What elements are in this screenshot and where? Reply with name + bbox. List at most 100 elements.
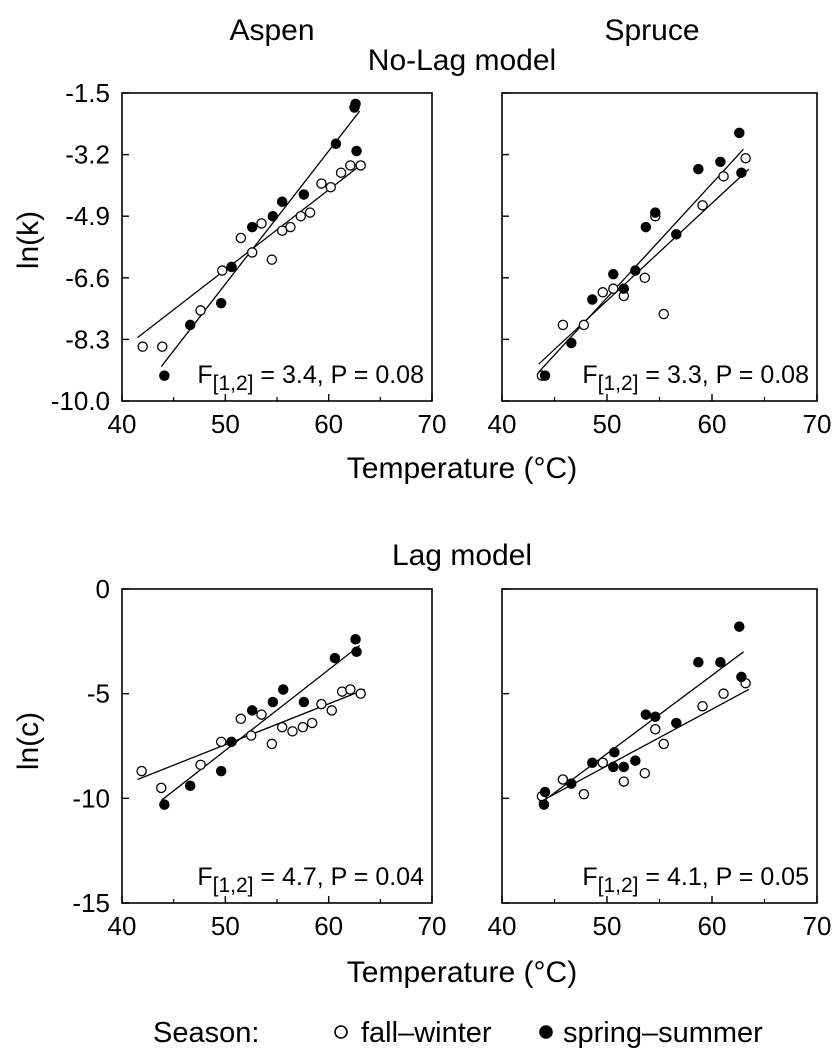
fall-winter-point xyxy=(256,709,267,720)
fall-winter-point xyxy=(557,319,569,331)
f-statistic-symbol: F xyxy=(197,361,212,389)
fall-winter-point xyxy=(297,721,309,733)
panel-spruce-nolag: 40 50 60 70 F[1,2] = 3.3, P = 0.08 xyxy=(488,92,831,439)
spring-summer-point xyxy=(630,755,641,766)
fall-winter-point xyxy=(345,160,356,171)
fall-winter-point xyxy=(658,308,669,320)
legend-title: Season: xyxy=(153,1017,259,1049)
y-tick-label: -5 xyxy=(87,679,110,709)
spring-summer-point xyxy=(715,156,726,168)
spring-summer-point xyxy=(350,98,361,110)
spring-summer-point xyxy=(734,127,745,139)
fall-winter-point xyxy=(157,341,168,352)
x-tick-label: 50 xyxy=(593,911,622,941)
x-tick-label: 70 xyxy=(418,409,447,439)
spring-summer-point xyxy=(587,294,598,305)
f-statistic-value: = 3.3, P = 0.08 xyxy=(638,361,809,389)
fall-winter-point xyxy=(335,167,347,178)
f-statistic-annotation: F[1,2] = 3.4, P = 0.08 xyxy=(197,361,424,395)
f-statistic-df: [1,2] xyxy=(598,874,639,897)
f-statistic-value: = 4.7, P = 0.04 xyxy=(253,863,424,891)
legend-marker-fall-winter xyxy=(334,1025,348,1039)
spring-summer-point xyxy=(650,207,661,218)
legend-marker-spring-summer xyxy=(539,1025,553,1039)
spring-summer-point xyxy=(618,761,630,773)
f-statistic-df: [1,2] xyxy=(598,372,639,395)
y-tick-label: -4.9 xyxy=(65,201,110,231)
y-tick-label: 0 xyxy=(96,574,110,604)
fall-winter-point xyxy=(304,207,316,218)
plot-frame xyxy=(121,92,433,402)
fall-winter-point xyxy=(195,759,206,771)
column-title-spruce: Spruce xyxy=(604,14,699,47)
spring-summer-point xyxy=(298,696,310,708)
spring-summer-point xyxy=(330,138,342,149)
spring-summer-point xyxy=(736,671,747,683)
spring-summer-point xyxy=(715,657,726,668)
spring-summer-point xyxy=(539,786,551,798)
f-statistic-annotation: F[1,2] = 3.3, P = 0.08 xyxy=(582,361,809,395)
spring-summer-point xyxy=(184,780,196,792)
fall-winter-point xyxy=(325,181,336,193)
fall-winter-point xyxy=(718,171,729,182)
fall-winter-point xyxy=(578,319,590,331)
x-tick-label: 40 xyxy=(108,409,137,439)
fall-winter-point xyxy=(295,210,307,222)
fall-winter-point xyxy=(137,341,148,352)
y-tick-label: -3.2 xyxy=(65,140,110,170)
f-statistic-value: = 4.1, P = 0.05 xyxy=(638,863,809,891)
f-statistic-symbol: F xyxy=(582,863,597,891)
fall-winter-point xyxy=(355,688,366,699)
fall-winter-point xyxy=(578,788,590,800)
spring-summer-point xyxy=(539,370,551,381)
fall-winter-point xyxy=(266,738,278,750)
fall-winter-point xyxy=(215,736,227,748)
fall-winter-point xyxy=(246,247,258,258)
x-tick-label: 50 xyxy=(593,409,622,439)
legend-label-fall-winter: fall–winter xyxy=(361,1017,492,1049)
fall-winter-point xyxy=(658,738,669,750)
x-tick-label: 60 xyxy=(314,911,343,941)
f-statistic-annotation: F[1,2] = 4.7, P = 0.04 xyxy=(197,863,424,897)
fall-winter-point xyxy=(639,272,651,284)
spring-summer-point xyxy=(215,297,227,309)
fall-winter-point xyxy=(618,776,630,787)
spring-summer-point xyxy=(350,633,361,645)
spring-summer-point xyxy=(736,167,747,178)
f-statistic-annotation: F[1,2] = 4.1, P = 0.05 xyxy=(582,863,809,897)
fall-winter-point xyxy=(287,726,298,737)
spring-summer-point xyxy=(159,370,170,381)
fall-winter-point xyxy=(355,160,366,171)
y-tick-label: -10.0 xyxy=(51,386,110,416)
spring-summer-point xyxy=(351,145,362,157)
fall-winter-point xyxy=(245,730,257,741)
spring-summer-point xyxy=(609,747,620,758)
y-tick-label: -1.5 xyxy=(65,78,110,108)
spring-summer-point xyxy=(630,265,641,276)
column-title-aspen: Aspen xyxy=(229,14,314,47)
spring-summer-point xyxy=(246,221,258,233)
fall-winter-fit-line xyxy=(538,168,750,365)
y-tick-label: -8.3 xyxy=(65,324,110,354)
spring-summer-point xyxy=(267,696,279,708)
x-tick-label: 40 xyxy=(488,409,517,439)
panel-spruce-lag: 40 50 60 70 F[1,2] = 4.1, P = 0.05 xyxy=(488,588,831,941)
spring-summer-point xyxy=(276,196,288,207)
x-axis-label-top: Temperature (°C) xyxy=(347,452,577,485)
y-axis-label-top: ln(k) xyxy=(12,211,45,269)
x-tick-label: 60 xyxy=(698,911,727,941)
spring-summer-point xyxy=(608,268,619,280)
row-title-lag: Lag model xyxy=(392,539,532,572)
fall-winter-point xyxy=(235,232,247,244)
x-tick-label: 40 xyxy=(108,911,137,941)
spring-summer-point xyxy=(226,736,237,748)
plot-frame xyxy=(121,588,433,904)
legend: Season: fall–winter spring–summer xyxy=(153,1017,763,1049)
spring-summer-point xyxy=(566,337,577,349)
fall-winter-point xyxy=(195,305,206,316)
fall-winter-point xyxy=(285,221,296,233)
f-statistic-value: = 3.4, P = 0.08 xyxy=(253,361,424,389)
legend-label-spring-summer: spring–summer xyxy=(563,1017,763,1049)
fall-winter-point xyxy=(740,152,751,164)
